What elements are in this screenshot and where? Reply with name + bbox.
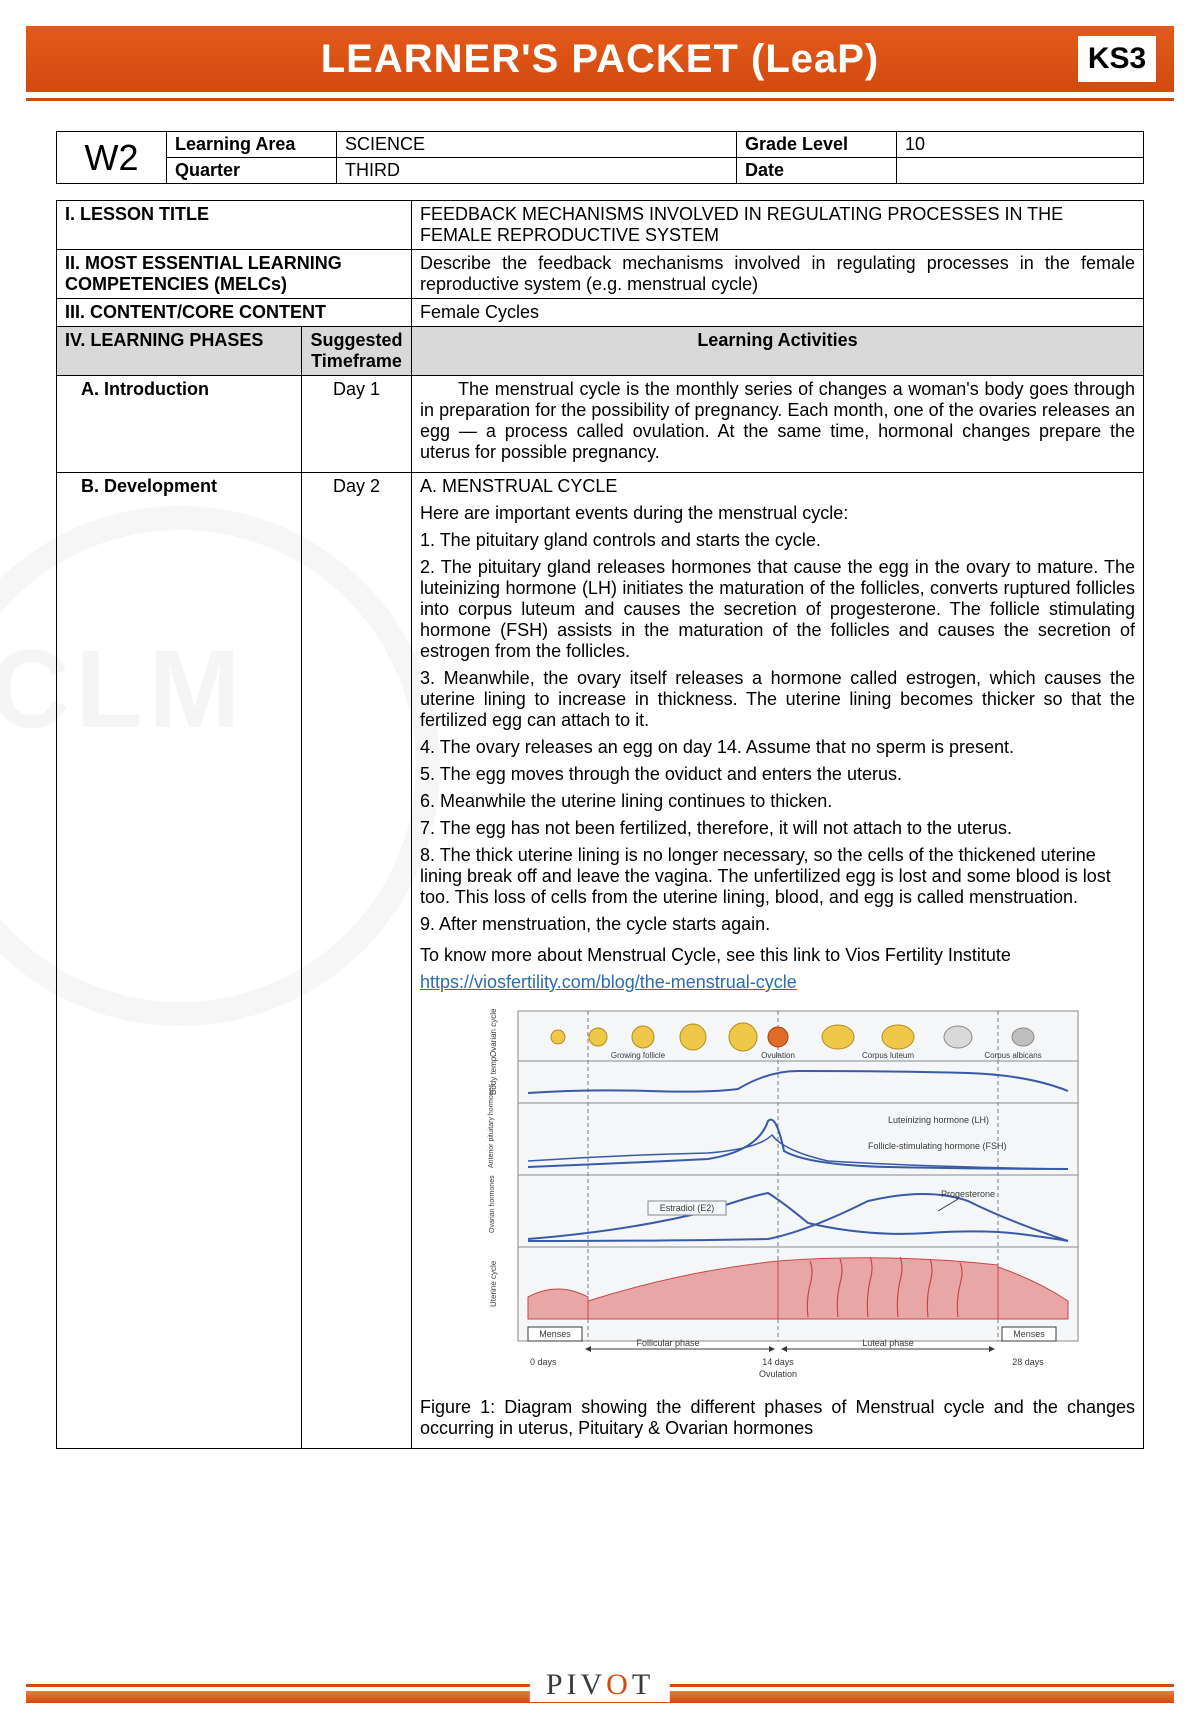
label-date: Date <box>737 158 897 184</box>
timeframe-label: Suggested Timeframe <box>302 327 412 376</box>
melcs-label: II. MOST ESSENTIAL LEARNING COMPETENCIES… <box>57 250 412 299</box>
footer: PIVOT <box>26 1684 1174 1703</box>
ks3-badge: KS3 <box>1078 36 1156 82</box>
dev-item-3: 3. Meanwhile, the ovary itself releases … <box>420 668 1135 731</box>
label-grade-level: Grade Level <box>737 132 897 158</box>
svg-text:Luteal phase: Luteal phase <box>862 1338 914 1348</box>
svg-text:Luteinizing hormone (LH): Luteinizing hormone (LH) <box>888 1115 989 1125</box>
menstrual-cycle-svg: Growing follicle Ovulation Corpus luteum… <box>468 1001 1088 1391</box>
value-quarter: THIRD <box>337 158 737 184</box>
svg-text:Uterine cycle: Uterine cycle <box>489 1260 498 1307</box>
phase-dev-label: B. Development <box>57 473 302 1449</box>
dev-heading: A. MENSTRUAL CYCLE <box>420 476 1135 497</box>
svg-text:Progesterone: Progesterone <box>940 1189 994 1199</box>
content-label: III. CONTENT/CORE CONTENT <box>57 299 412 327</box>
svg-text:Ovarian hormones: Ovarian hormones <box>489 1175 496 1233</box>
lesson-title-value: FEEDBACK MECHANISMS INVOLVED IN REGULATI… <box>412 201 1144 250</box>
dev-item-7: 7. The egg has not been fertilized, ther… <box>420 818 1135 839</box>
dev-item-1: 1. The pituitary gland controls and star… <box>420 530 1135 551</box>
svg-text:Menses: Menses <box>539 1329 571 1339</box>
svg-text:Growing follicle: Growing follicle <box>610 1051 665 1060</box>
intro-text: The menstrual cycle is the monthly serie… <box>420 379 1135 463</box>
dev-item-4: 4. The ovary releases an egg on day 14. … <box>420 737 1135 758</box>
phases-label: IV. LEARNING PHASES <box>57 327 302 376</box>
dev-link[interactable]: https://viosfertility.com/blog/the-menst… <box>420 972 797 992</box>
figure-diagram: Growing follicle Ovulation Corpus luteum… <box>468 1001 1088 1391</box>
svg-text:28 days: 28 days <box>1012 1357 1044 1367</box>
lesson-title-label: I. LESSON TITLE <box>57 201 412 250</box>
svg-text:Ovarian cycle: Ovarian cycle <box>489 1008 498 1057</box>
dev-item-5: 5. The egg moves through the oviduct and… <box>420 764 1135 785</box>
label-quarter: Quarter <box>167 158 337 184</box>
header-bar: LEARNER'S PACKET (LeaP) KS3 <box>26 26 1174 92</box>
dev-item-9: 9. After menstruation, the cycle starts … <box>420 914 1135 935</box>
header-title: LEARNER'S PACKET (LeaP) <box>321 37 880 82</box>
svg-text:Menses: Menses <box>1013 1329 1045 1339</box>
svg-text:Corpus albicans: Corpus albicans <box>984 1051 1041 1060</box>
svg-text:Ovulation: Ovulation <box>761 1051 795 1060</box>
phase-intro-activities: The menstrual cycle is the monthly serie… <box>412 376 1144 473</box>
content-value: Female Cycles <box>412 299 1144 327</box>
activities-label: Learning Activities <box>412 327 1144 376</box>
label-learning-area: Learning Area <box>167 132 337 158</box>
info-table: W2 Learning Area SCIENCE Grade Level 10 … <box>56 131 1144 184</box>
svg-text:0 days: 0 days <box>530 1357 557 1367</box>
week-code: W2 <box>57 132 167 184</box>
value-learning-area: SCIENCE <box>337 132 737 158</box>
figure-caption: Figure 1: Diagram showing the different … <box>420 1397 1135 1439</box>
phase-dev-time: Day 2 <box>302 473 412 1449</box>
dev-link-intro: To know more about Menstrual Cycle, see … <box>420 945 1135 966</box>
value-date <box>897 158 1144 184</box>
dev-item-8: 8. The thick uterine lining is no longer… <box>420 845 1135 908</box>
value-grade-level: 10 <box>897 132 1144 158</box>
svg-text:Ovulation: Ovulation <box>758 1369 796 1379</box>
dev-intro-line: Here are important events during the men… <box>420 503 1135 524</box>
main-table: I. LESSON TITLE FEEDBACK MECHANISMS INVO… <box>56 200 1144 1449</box>
svg-text:14 days: 14 days <box>762 1357 794 1367</box>
phase-dev-activities: A. MENSTRUAL CYCLE Here are important ev… <box>412 473 1144 1449</box>
phase-intro-time: Day 1 <box>302 376 412 473</box>
svg-text:Follicular phase: Follicular phase <box>636 1338 699 1348</box>
phase-intro-label: A. Introduction <box>57 376 302 473</box>
svg-text:Anterior pituitary hormones: Anterior pituitary hormones <box>488 1083 495 1168</box>
dev-item-2: 2. The pituitary gland releases hormones… <box>420 557 1135 662</box>
svg-text:Follicle-stimulating hormone (: Follicle-stimulating hormone (FSH) <box>868 1141 1007 1151</box>
svg-text:Corpus luteum: Corpus luteum <box>861 1051 913 1060</box>
svg-text:Estradiol (E2): Estradiol (E2) <box>659 1203 714 1213</box>
melcs-value: Describe the feedback mechanisms involve… <box>412 250 1144 299</box>
dev-item-6: 6. Meanwhile the uterine lining continue… <box>420 791 1135 812</box>
page-content: W2 Learning Area SCIENCE Grade Level 10 … <box>0 101 1200 1449</box>
